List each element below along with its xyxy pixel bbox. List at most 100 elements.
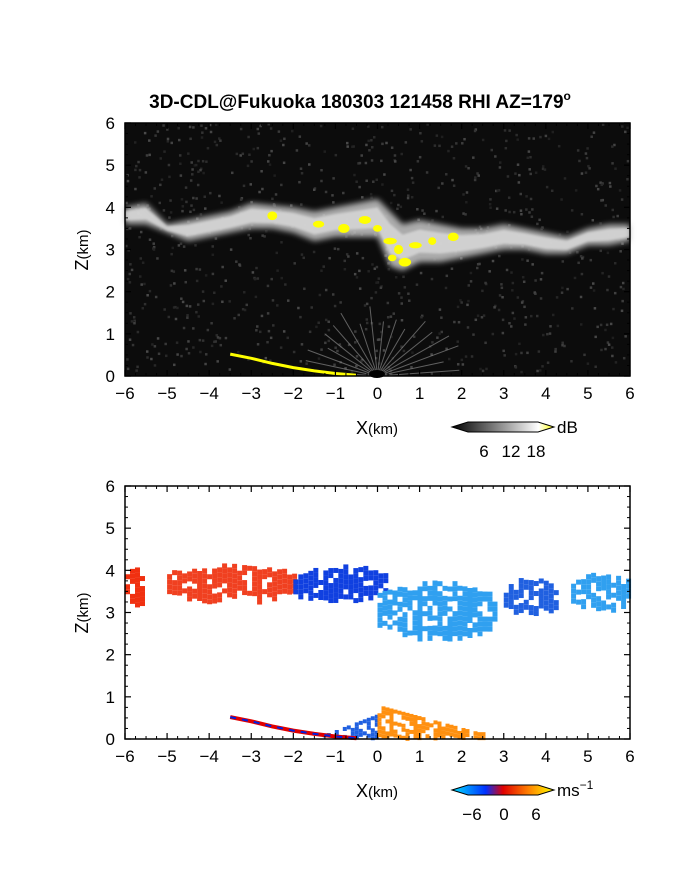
velocity-pixel: [445, 731, 450, 736]
velocity-pixel: [272, 591, 278, 597]
velocity-pixel: [343, 564, 349, 570]
y-tick-label: 2: [106, 646, 115, 665]
noise-pixel: [589, 258, 593, 262]
velocity-pixel: [338, 588, 344, 594]
velocity-pixel: [222, 568, 228, 574]
noise-pixel: [188, 305, 192, 308]
noise-pixel: [611, 208, 615, 212]
noise-pixel: [333, 304, 337, 308]
noise-pixel: [613, 143, 616, 147]
velocity-pixel: [257, 584, 263, 590]
velocity-pixel: [135, 577, 140, 583]
velocity-pixel: [477, 732, 482, 737]
noise-pixel: [299, 360, 303, 363]
velocity-pixel: [528, 610, 534, 616]
velocity-pixel: [548, 593, 554, 599]
velocity-pixel: [392, 620, 398, 626]
velocity-pixel: [586, 579, 592, 585]
velocity-pixel: [412, 590, 418, 596]
velocity-pixel: [576, 589, 582, 595]
noise-pixel: [358, 287, 362, 290]
noise-pixel: [457, 320, 461, 324]
velocity-pixel: [437, 631, 443, 637]
noise-pixel: [472, 333, 475, 336]
noise-pixel: [135, 164, 138, 168]
velocity-pixel: [318, 579, 324, 585]
noise-pixel: [433, 144, 437, 147]
x-tick-label: −6: [115, 747, 134, 766]
noise-pixel: [221, 300, 224, 304]
velocity-pixel: [348, 584, 354, 590]
noise-pixel: [188, 125, 192, 129]
ray: [332, 325, 378, 377]
velocity-pixel: [397, 734, 402, 739]
velocity-pixel: [242, 585, 248, 591]
noise-pixel: [416, 208, 419, 211]
noise-pixel: [438, 308, 442, 311]
velocity-pixel: [343, 594, 349, 600]
velocity-pixel: [373, 575, 379, 581]
noise-pixel: [192, 327, 195, 330]
noise-pixel: [179, 174, 183, 177]
velocity-pixel: [192, 568, 198, 574]
noise-pixel: [521, 299, 525, 303]
velocity-pixel: [382, 595, 388, 601]
reflectivity-colorbar-tick: 12: [502, 442, 521, 461]
velocity-pixel: [441, 730, 446, 735]
x-tick-label: −3: [242, 747, 261, 766]
velocity-pixel: [192, 578, 198, 584]
noise-pixel: [151, 343, 154, 346]
noise-pixel: [203, 195, 206, 198]
velocity-pixel: [407, 605, 413, 611]
velocity-pixel: [477, 611, 483, 617]
noise-pixel: [573, 276, 577, 280]
noise-pixel: [420, 314, 424, 318]
velocity-pixel: [334, 729, 339, 734]
noise-pixel: [535, 314, 539, 318]
noise-pixel: [537, 350, 541, 353]
velocity-pixel: [409, 729, 414, 734]
noise-pixel: [464, 355, 468, 358]
noise-pixel: [540, 227, 543, 231]
noise-pixel: [129, 312, 132, 315]
velocity-pixel: [167, 589, 173, 595]
velocity-pixel: [177, 580, 183, 586]
velocity-pixel: [492, 601, 498, 607]
velocity-pixel: [472, 592, 478, 598]
noise-pixel: [476, 262, 480, 266]
noise-pixel: [187, 352, 191, 355]
noise-pixel: [195, 310, 198, 314]
noise-pixel: [131, 343, 135, 347]
velocity-pixel: [267, 572, 273, 578]
noise-pixel: [228, 300, 231, 303]
noise-pixel: [599, 323, 603, 327]
noise-pixel: [539, 369, 542, 372]
noise-pixel: [588, 167, 591, 170]
noise-pixel: [561, 260, 565, 263]
velocity-pixel: [462, 616, 468, 622]
velocity-pixel: [432, 590, 438, 596]
noise-pixel: [300, 253, 304, 256]
velocity-pixel: [247, 590, 253, 596]
velocity-pixel: [353, 568, 359, 574]
noise-pixel: [127, 249, 130, 252]
velocity-pixel: [202, 583, 208, 589]
noise-pixel: [144, 171, 148, 174]
x-tick-label: −2: [284, 384, 303, 403]
velocity-pixel: [182, 573, 188, 579]
velocity-pixel: [417, 606, 423, 612]
velocity-pixel: [518, 603, 524, 609]
velocity-pixel: [447, 631, 453, 637]
velocity-pixel: [543, 600, 549, 606]
velocity-pixel: [621, 599, 627, 605]
velocity-pixel: [477, 621, 483, 627]
noise-pixel: [561, 341, 564, 345]
velocity-pixel: [427, 605, 433, 611]
velocity-pixel: [453, 725, 458, 730]
noise-pixel: [616, 214, 619, 218]
noise-pixel: [269, 127, 273, 130]
noise-pixel: [520, 301, 524, 304]
strong-echo-spot: [393, 244, 404, 255]
noise-pixel: [621, 299, 624, 303]
